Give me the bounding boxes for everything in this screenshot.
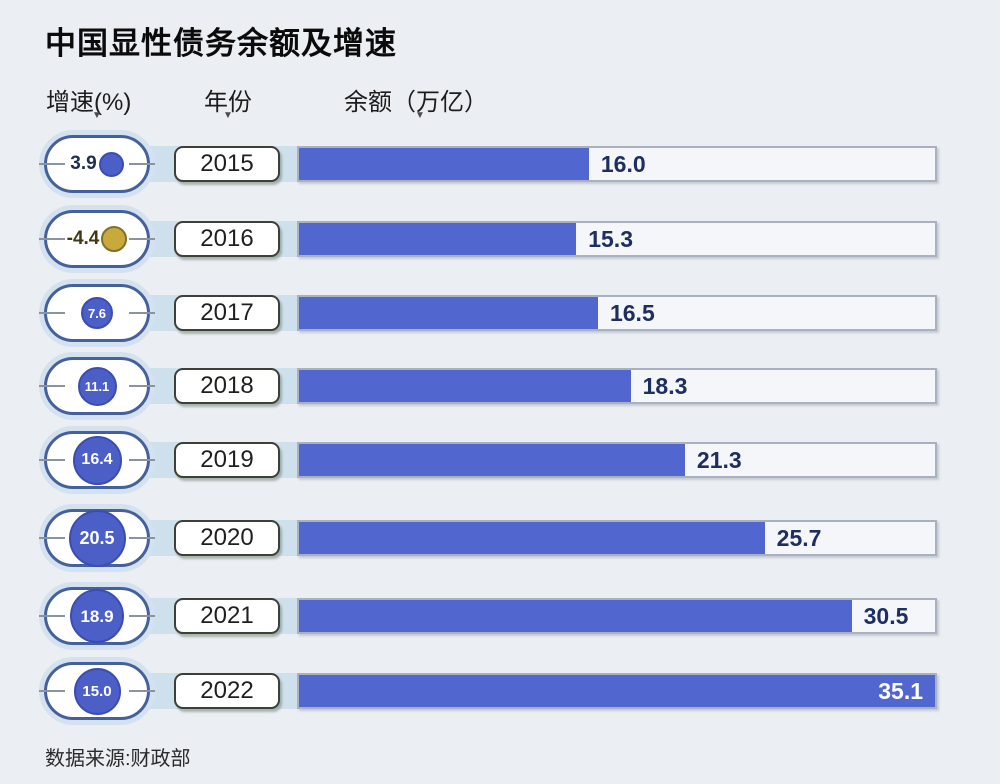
growth-pill: 11.1 (39, 357, 155, 415)
growth-value-label: 18.9 (80, 606, 114, 626)
balance-bar (299, 600, 852, 632)
growth-pill: 7.6 (39, 284, 155, 342)
balance-bar (299, 370, 631, 402)
balance-value-label: 25.7 (776, 525, 822, 551)
tick-line-left (39, 537, 65, 539)
year-label: 2019 (174, 442, 280, 478)
year-label: 2018 (174, 368, 280, 404)
tick-line-right (129, 459, 155, 461)
bar-track: 30.5 (297, 598, 937, 634)
tick-line-left (39, 459, 65, 461)
tick-line-right (129, 537, 155, 539)
year-label: 2020 (174, 520, 280, 556)
growth-bubble (98, 151, 124, 177)
tick-line-left (39, 615, 65, 617)
tick-line-right (129, 238, 155, 240)
growth-pill: 20.5 (39, 509, 155, 567)
bar-track: 18.3 (297, 368, 937, 404)
bar-track: 21.3 (297, 442, 937, 478)
bar-track: 15.3 (297, 221, 937, 257)
column-header-balance: 余额（万亿） (344, 89, 488, 116)
growth-value-label: 20.5 (79, 528, 115, 548)
balance-bar (299, 148, 589, 180)
growth-pill: 18.9 (39, 587, 155, 645)
tick-line-left (39, 385, 65, 387)
growth-value-label: 7.6 (87, 305, 107, 321)
growth-pointer-icon: ▼ (92, 110, 102, 121)
balance-bar (299, 444, 685, 476)
table-row: 7.6 2017 16.5 (0, 282, 1000, 344)
balance-bar (299, 223, 577, 255)
tick-line-right (129, 690, 155, 692)
bar-track: 16.5 (297, 295, 937, 331)
data-source-note: 数据来源:财政部 (45, 748, 191, 770)
bar-track: 16.0 (297, 146, 937, 182)
growth-value-label: 3.9 (70, 153, 97, 174)
year-pointer-icon: ▼ (223, 110, 233, 121)
balance-pointer-icon: ▼ (415, 110, 425, 121)
growth-pill: 3.9 (39, 135, 155, 193)
growth-value-label: 11.1 (84, 378, 110, 394)
table-row: 16.4 2019 21.3 (0, 429, 1000, 491)
column-header-growth: 增速(%) (46, 89, 132, 116)
column-header-year: 年份 (204, 89, 252, 116)
growth-pill: -4.4 (39, 210, 155, 268)
balance-bar (299, 522, 765, 554)
growth-bubble (101, 226, 128, 252)
year-label: 2022 (174, 673, 280, 709)
table-row: -4.4 2016 15.3 (0, 208, 1000, 270)
growth-pill: 15.0 (39, 662, 155, 720)
balance-value-label: 35.1 (878, 678, 923, 704)
table-row: 3.9 2015 16.0 (0, 133, 1000, 195)
page-title: 中国显性债务余额及增速 (45, 26, 397, 61)
balance-value-label: 16.5 (609, 300, 655, 326)
balance-bar (299, 297, 598, 329)
table-row: 20.5 2020 25.7 (0, 507, 1000, 569)
growth-bubble: 11.1 (77, 366, 117, 406)
tick-line-left (39, 312, 65, 314)
tick-line-left (39, 163, 65, 165)
bar-track: 25.7 (297, 520, 937, 556)
growth-value-label: 15.0 (82, 682, 112, 700)
tick-line-left (39, 690, 65, 692)
growth-bubble: 20.5 (68, 509, 126, 567)
year-label: 2017 (174, 295, 280, 331)
growth-value-label: 16.4 (81, 451, 113, 468)
year-label: 2016 (174, 221, 280, 257)
year-label: 2015 (174, 146, 280, 182)
balance-bar (299, 675, 935, 707)
balance-value-label: 18.3 (642, 373, 688, 399)
growth-value-label: -4.4 (66, 228, 100, 249)
tick-line-right (129, 615, 155, 617)
growth-bubble: 16.4 (72, 435, 122, 485)
balance-value-label: 21.3 (696, 447, 742, 473)
balance-value-label: 15.3 (588, 226, 633, 252)
growth-bubble: 15.0 (73, 667, 121, 715)
growth-bubble: 7.6 (81, 297, 113, 329)
table-row: 11.1 2018 18.3 (0, 355, 1000, 417)
growth-bubble: 18.9 (70, 589, 124, 643)
balance-value-label: 16.0 (600, 151, 646, 177)
tick-line-right (129, 312, 155, 314)
tick-line-right (129, 385, 155, 387)
tick-line-left (39, 238, 65, 240)
balance-value-label: 30.5 (863, 603, 909, 629)
year-label: 2021 (174, 598, 280, 634)
tick-line-right (129, 163, 155, 165)
table-row: 15.0 2022 35.1 (0, 660, 1000, 722)
table-row: 18.9 2021 30.5 (0, 585, 1000, 647)
bar-track: 35.1 (297, 673, 937, 709)
growth-pill: 16.4 (39, 431, 155, 489)
